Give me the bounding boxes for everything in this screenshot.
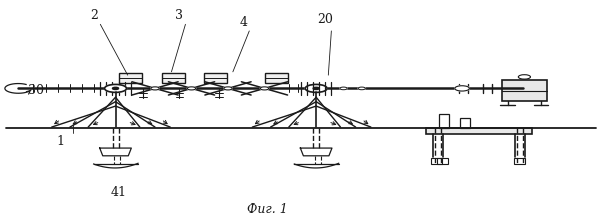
- Circle shape: [112, 87, 119, 90]
- Bar: [502, 80, 547, 101]
- Text: 1: 1: [57, 135, 65, 148]
- Circle shape: [260, 87, 269, 90]
- Circle shape: [340, 87, 347, 90]
- Text: 3: 3: [175, 9, 184, 22]
- Text: 41: 41: [111, 186, 126, 199]
- Bar: [437, 158, 448, 164]
- Bar: [204, 73, 227, 83]
- Circle shape: [151, 87, 159, 90]
- Bar: [460, 118, 470, 128]
- Bar: [439, 114, 449, 128]
- Circle shape: [187, 87, 196, 90]
- Text: Фиг. 1: Фиг. 1: [247, 204, 288, 216]
- Circle shape: [105, 84, 126, 92]
- Bar: [431, 158, 442, 164]
- Text: 20: 20: [317, 13, 333, 26]
- Bar: [265, 73, 288, 83]
- Text: 4: 4: [239, 16, 247, 29]
- Circle shape: [305, 84, 327, 92]
- Bar: [162, 73, 185, 83]
- Bar: [426, 128, 532, 134]
- Bar: [514, 158, 525, 164]
- Circle shape: [455, 86, 469, 91]
- Circle shape: [358, 87, 365, 90]
- Text: 2: 2: [91, 9, 98, 22]
- Circle shape: [313, 87, 319, 90]
- Bar: [119, 73, 142, 83]
- Text: 30: 30: [29, 84, 44, 97]
- Circle shape: [224, 87, 232, 90]
